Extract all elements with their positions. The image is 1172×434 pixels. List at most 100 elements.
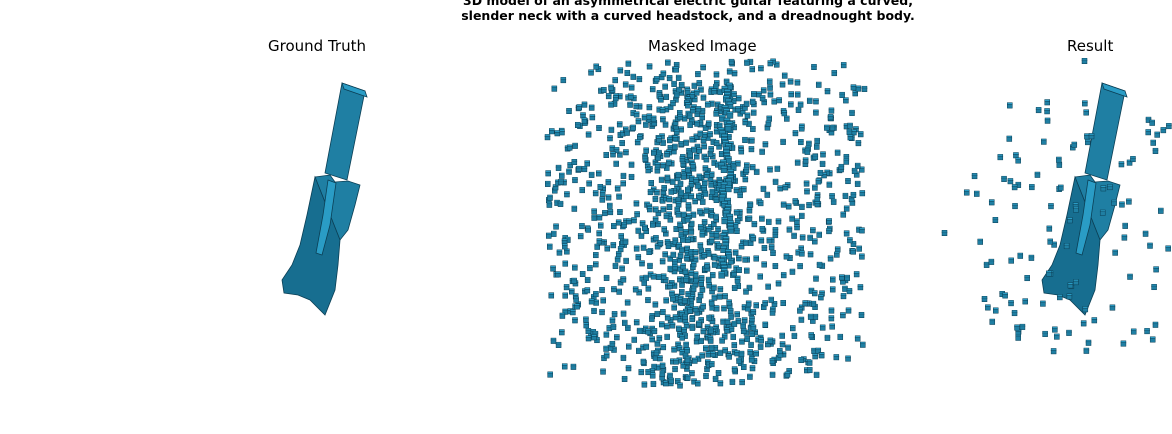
masked-voxel [682, 268, 689, 275]
masked-voxel [628, 173, 635, 180]
masked-voxel [580, 112, 586, 119]
masked-voxel [794, 91, 801, 98]
masked-voxel [784, 371, 791, 378]
result-noise-voxel [1112, 249, 1118, 256]
masked-voxel [610, 151, 616, 158]
result-noise-voxel [971, 173, 978, 180]
masked-voxel [771, 98, 777, 105]
masked-voxel [559, 172, 565, 179]
masked-voxel [845, 178, 851, 185]
masked-voxel [651, 149, 657, 156]
result-noise-voxel [1066, 293, 1073, 300]
masked-voxel [844, 274, 850, 281]
result-noise-voxel [1153, 266, 1159, 273]
masked-voxel [774, 165, 781, 172]
masked-voxel [753, 255, 759, 262]
masked-voxel [855, 85, 862, 92]
masked-voxel [780, 272, 787, 279]
masked-voxel [635, 254, 642, 261]
result-noise-voxel [1145, 116, 1152, 123]
masked-voxel [779, 341, 786, 348]
masked-voxel [708, 299, 715, 306]
masked-voxel [839, 91, 845, 98]
result-noise-voxel [1001, 175, 1007, 182]
result-noise-voxel [963, 189, 970, 196]
figure-title-line-2: slender neck with a curved headstock, an… [461, 8, 915, 23]
masked-voxel [697, 292, 704, 299]
masked-voxel [733, 187, 740, 194]
masked-voxel [731, 320, 738, 327]
masked-voxel [710, 351, 716, 358]
masked-voxel [760, 87, 767, 94]
masked-voxel [591, 214, 597, 221]
masked-voxel [807, 234, 813, 241]
masked-voxel [749, 164, 756, 171]
masked-voxel [782, 184, 789, 191]
masked-voxel [829, 323, 835, 330]
masked-voxel [560, 77, 567, 84]
masked-voxel [794, 79, 801, 86]
masked-voxel [707, 337, 714, 344]
masked-voxel [667, 372, 673, 379]
result-noise-voxel [1008, 300, 1014, 307]
masked-voxel [769, 309, 776, 316]
masked-voxel [612, 95, 619, 102]
masked-voxel [706, 282, 712, 289]
masked-voxel [684, 216, 691, 223]
masked-voxel [834, 251, 840, 258]
masked-voxel [589, 114, 596, 121]
masked-voxel [653, 235, 659, 242]
masked-voxel [641, 381, 648, 388]
result-noise-voxel [1047, 238, 1053, 245]
masked-voxel [719, 337, 725, 344]
masked-voxel [743, 288, 749, 295]
masked-voxel [681, 297, 688, 304]
masked-voxel [663, 93, 670, 100]
masked-voxel [711, 294, 718, 301]
masked-voxel [683, 341, 689, 348]
masked-voxel [619, 140, 625, 147]
masked-voxel [846, 288, 853, 295]
result-noise-voxel [977, 238, 983, 245]
masked-voxel [798, 125, 805, 132]
masked-voxel [659, 362, 666, 369]
masked-voxel [661, 184, 667, 191]
masked-voxel [814, 137, 820, 144]
masked-voxel [685, 202, 692, 209]
masked-voxel [736, 266, 742, 273]
masked-voxel [664, 151, 670, 158]
masked-voxel [646, 249, 652, 256]
masked-voxel [783, 253, 790, 260]
masked-voxel [826, 181, 833, 188]
masked-voxel [713, 231, 720, 238]
masked-voxel [566, 168, 572, 175]
masked-voxel [656, 335, 663, 342]
masked-voxel [614, 334, 620, 341]
masked-voxel [620, 310, 627, 317]
masked-voxel [749, 316, 755, 323]
masked-voxel [633, 319, 640, 326]
masked-voxel [834, 149, 841, 156]
masked-voxel [660, 206, 667, 213]
masked-voxel [711, 284, 717, 291]
masked-voxel [673, 358, 679, 365]
result-voxel-panel [930, 55, 1172, 400]
masked-voxel [599, 287, 605, 294]
masked-voxel [766, 218, 772, 225]
result-noise-voxel [1088, 133, 1095, 140]
result-noise-voxel [1082, 100, 1088, 107]
masked-voxel [668, 377, 675, 384]
masked-voxel [731, 91, 737, 98]
result-noise-voxel [1145, 129, 1151, 136]
masked-voxel [819, 324, 826, 331]
masked-voxel [728, 326, 735, 333]
masked-voxel [751, 91, 757, 98]
result-noise-voxel [1085, 139, 1091, 146]
masked-voxel [667, 137, 673, 144]
masked-voxel [743, 167, 750, 174]
masked-voxel [711, 88, 718, 95]
masked-voxel [767, 84, 773, 91]
masked-voxel [717, 380, 724, 387]
masked-voxel [707, 131, 713, 138]
masked-voxel [857, 131, 864, 138]
